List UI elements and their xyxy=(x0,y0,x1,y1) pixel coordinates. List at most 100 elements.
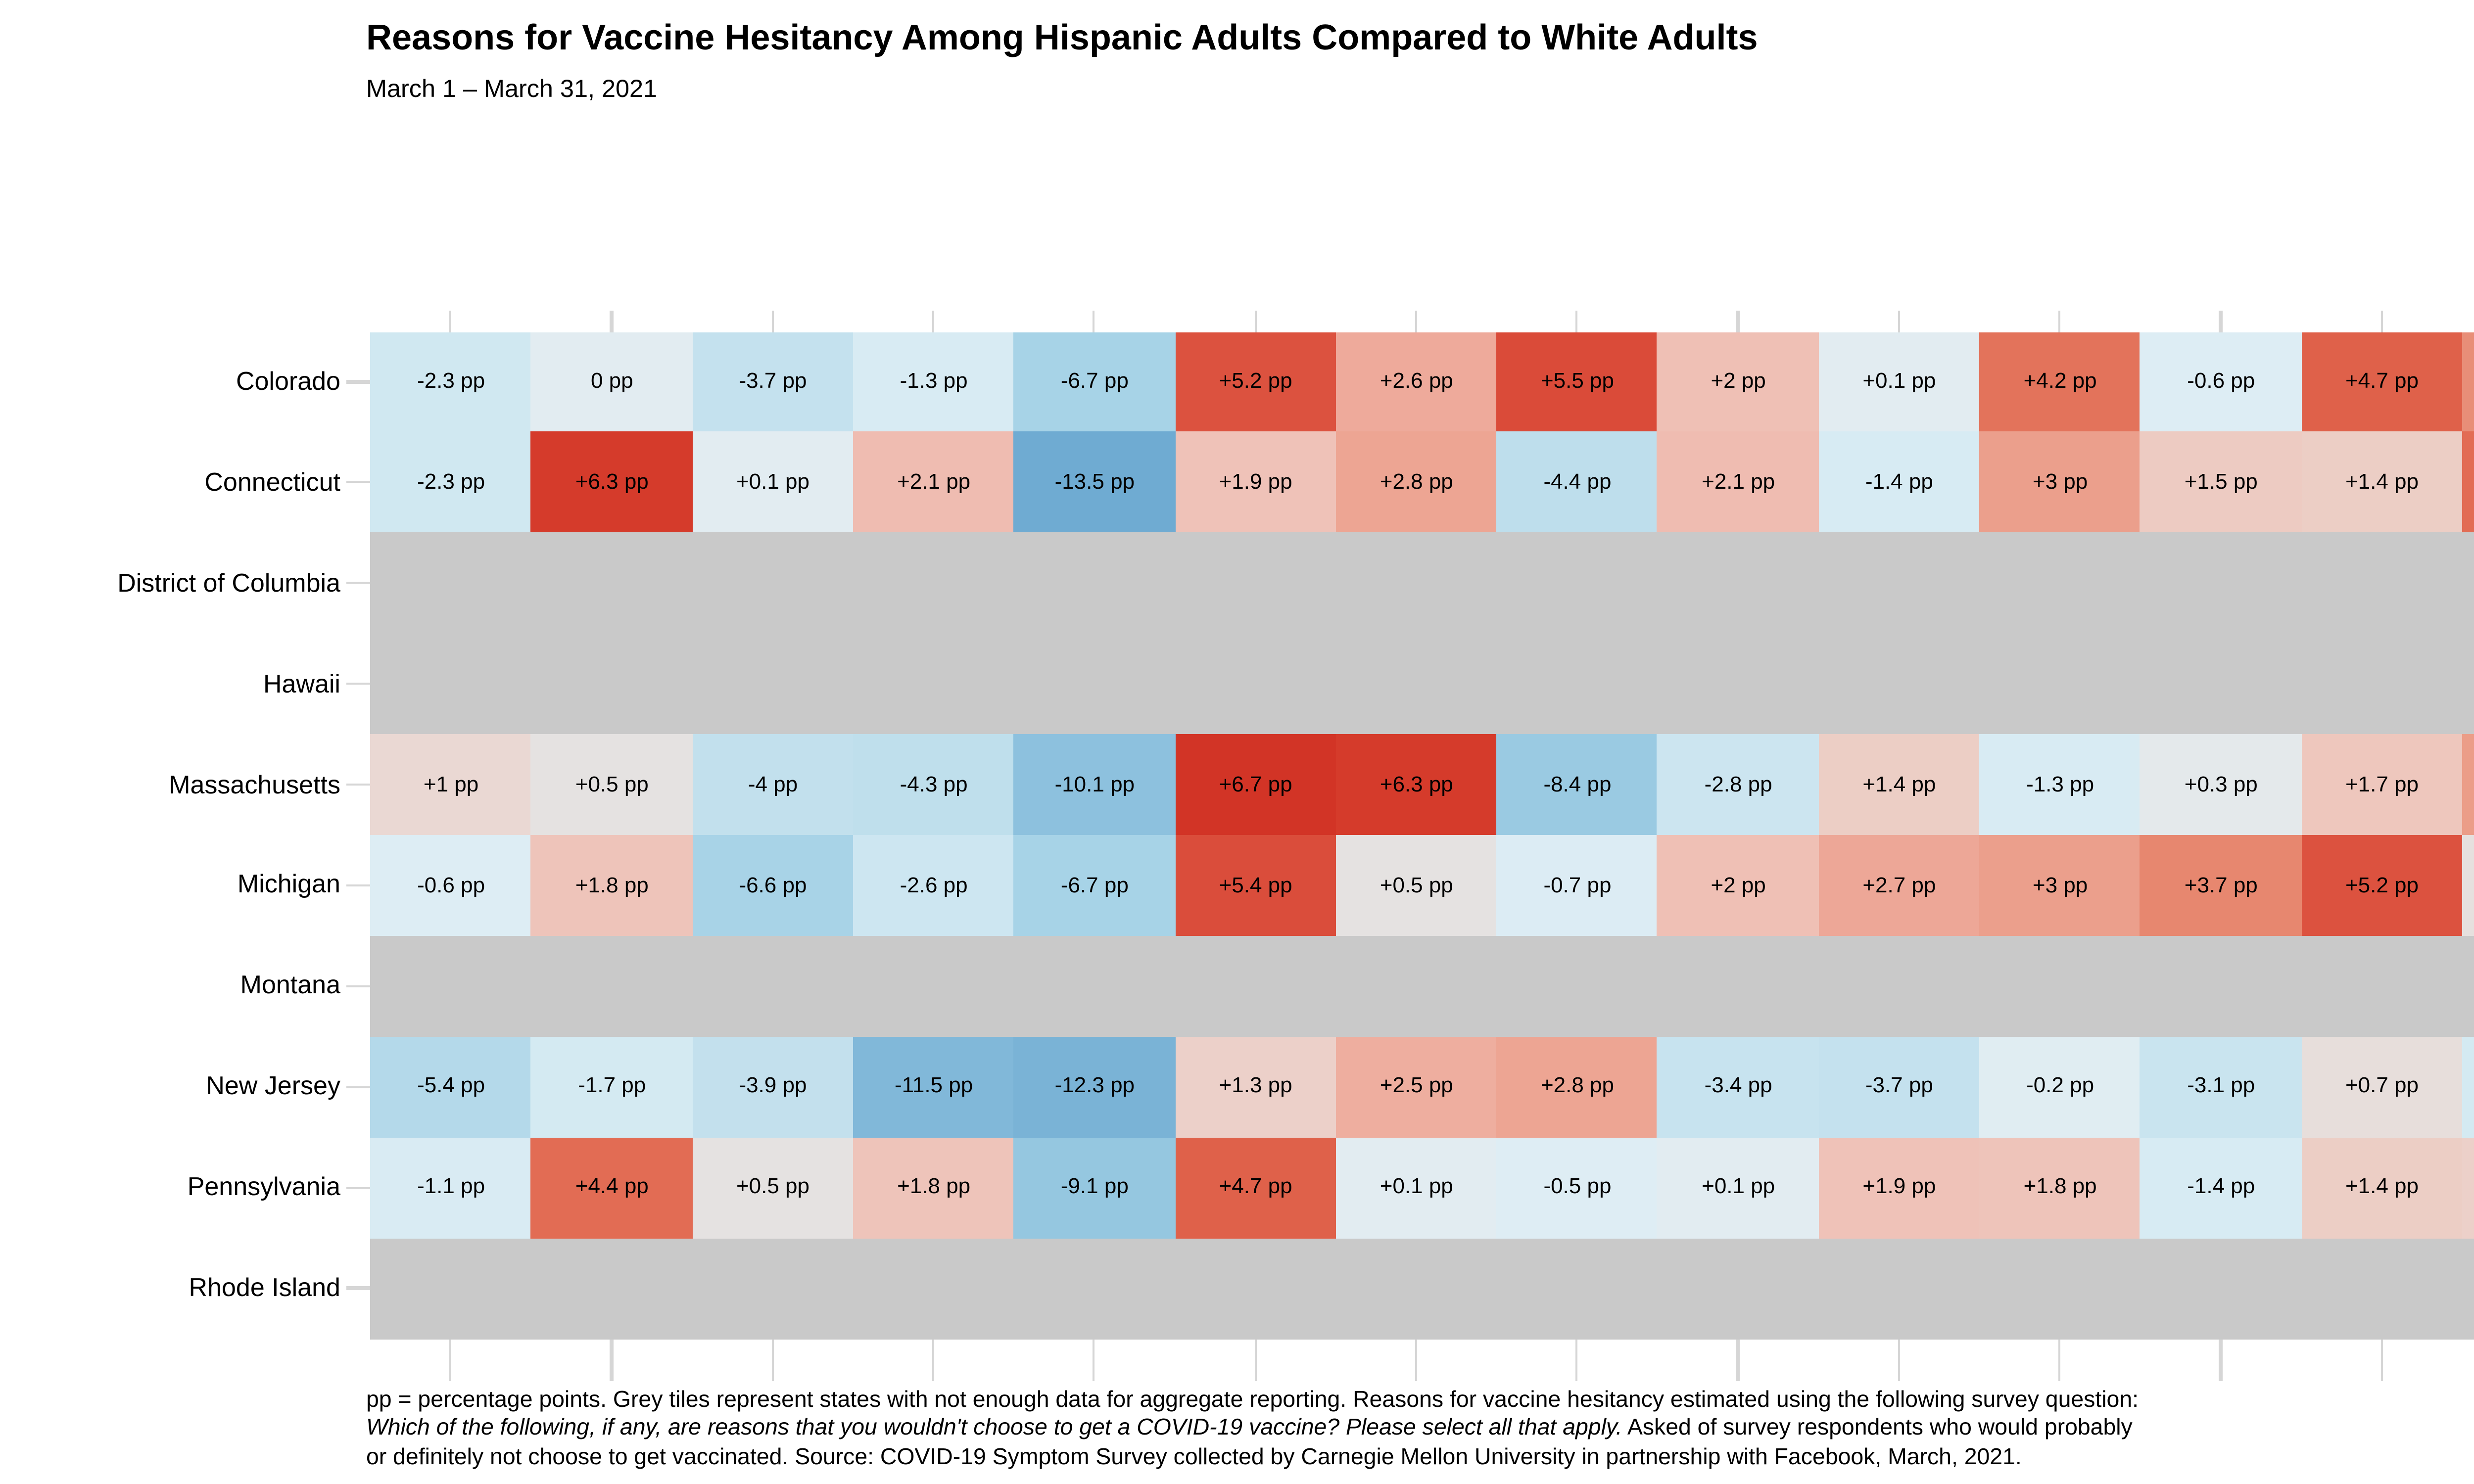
footnote-line3: or definitely not choose to get vaccinat… xyxy=(366,1444,2022,1470)
row-label: New Jersey xyxy=(206,1071,340,1101)
heatmap-cell: +0.1 pp xyxy=(1657,1137,1819,1239)
cell-value-label: +4.2 pp xyxy=(2023,370,2097,394)
cell-value-label: -3.7 pp xyxy=(1865,1075,1933,1099)
cell-value-label: +5.2 pp xyxy=(1219,370,1292,394)
cell-value-label: +0.5 pp xyxy=(1380,874,1453,898)
heatmap-cell: -1.7 pp xyxy=(2462,1036,2474,1138)
heatmap-cell: -13.5 pp xyxy=(1013,432,1176,534)
cell-value-label: +1.3 pp xyxy=(1219,1075,1292,1099)
cell-value-label: +0.1 pp xyxy=(1380,1176,1453,1200)
heatmap-cell: +1.4 pp xyxy=(2301,1137,2463,1239)
cell-value-label: +4.4 pp xyxy=(575,1176,649,1200)
cell-value-label: -4.4 pp xyxy=(1543,471,1612,495)
cell-value-label: -10.1 pp xyxy=(1054,773,1135,797)
heatmap-cell: -3.1 pp xyxy=(2140,1036,2302,1138)
cell-value-label: +0.1 pp xyxy=(736,471,809,495)
missing-data-row xyxy=(370,633,2474,736)
heatmap-cell: -1.7 pp xyxy=(531,1036,693,1138)
missing-data-row xyxy=(370,935,2474,1038)
heatmap-cell: +2.8 pp xyxy=(1335,432,1498,534)
heatmap-cell: +1.7 pp xyxy=(2301,734,2463,836)
cell-value-label: +1.4 pp xyxy=(2345,1176,2419,1200)
cell-value-label: +1.7 pp xyxy=(2345,773,2419,797)
heatmap-cell: -4.4 pp xyxy=(1496,432,1659,534)
heatmap-cell: +2.7 pp xyxy=(1818,835,1980,937)
heatmap-cell: -0.2 pp xyxy=(1979,1036,2141,1138)
cell-value-label: -6.7 pp xyxy=(1060,874,1129,898)
cell-value-label: -2.3 pp xyxy=(417,471,485,495)
cell-value-label: -1.4 pp xyxy=(1865,471,1933,495)
heatmap-cell: +6.7 pp xyxy=(1175,734,1337,836)
cell-value-label: +6.3 pp xyxy=(1380,773,1453,797)
cell-value-label: -1.3 pp xyxy=(2026,773,2094,797)
cell-value-label: -0.2 pp xyxy=(2026,1075,2094,1099)
cell-value-label: +1 pp xyxy=(423,773,479,797)
cell-value-label: +0.1 pp xyxy=(1862,370,1936,394)
cell-value-label: +1.4 pp xyxy=(2345,471,2419,495)
row-label: Rhode Island xyxy=(189,1272,341,1302)
heatmap-cell: +1.3 pp xyxy=(2462,1137,2474,1239)
heatmap-cell: +3.7 pp xyxy=(2140,835,2302,937)
heatmap-cell: -2.3 pp xyxy=(370,432,532,534)
cell-value-label: +1.4 pp xyxy=(1862,773,1936,797)
row-label: Hawaii xyxy=(263,668,340,698)
heatmap-cell: +1.9 pp xyxy=(1818,1137,1980,1239)
heatmap-cell: -12.3 pp xyxy=(1013,1036,1176,1138)
cell-value-label: -2.8 pp xyxy=(1704,773,1772,797)
footnote-line2-rest: Asked of survey respondents who would pr… xyxy=(1622,1415,2133,1441)
heatmap-cell: +3 pp xyxy=(1979,432,2141,534)
heatmap-cell: -5.4 pp xyxy=(370,1036,532,1138)
cell-value-label: +2.5 pp xyxy=(1380,1075,1453,1099)
cell-value-label: +4.7 pp xyxy=(1219,1176,1292,1200)
cell-value-label: -5.4 pp xyxy=(417,1075,485,1099)
cell-value-label: +2.8 pp xyxy=(1540,1075,1614,1099)
heatmap-cell: +1.4 pp xyxy=(2301,432,2463,534)
row-label: Montana xyxy=(240,970,340,1000)
heatmap-cell: -4.3 pp xyxy=(853,734,1015,836)
cell-value-label: +6.3 pp xyxy=(575,471,649,495)
cell-value-label: -3.7 pp xyxy=(739,370,807,394)
heatmap-cell: +4.7 pp xyxy=(2301,331,2463,433)
cell-value-label: +5.2 pp xyxy=(2345,874,2419,898)
heatmap-cell: -0.7 pp xyxy=(1496,835,1659,937)
heatmap-cell: +6.3 pp xyxy=(1335,734,1498,836)
cell-value-label: +1.8 pp xyxy=(575,874,649,898)
chart-subtitle: March 1 – March 31, 2021 xyxy=(366,75,658,103)
cell-value-label: +2.1 pp xyxy=(897,471,971,495)
cell-value-label: +2 pp xyxy=(1711,874,1766,898)
cell-value-label: +1.9 pp xyxy=(1219,471,1292,495)
heatmap-cell: +4.4 pp xyxy=(2462,432,2474,534)
heatmap-cell: +0.7 pp xyxy=(2301,1036,2463,1138)
cell-value-label: +3 pp xyxy=(2032,874,2088,898)
heatmap-cell: +1.8 pp xyxy=(1979,1137,2141,1239)
heatmap-cell: +5.5 pp xyxy=(1496,331,1659,433)
heatmap-cell: +6.3 pp xyxy=(531,432,693,534)
cell-value-label: +2.8 pp xyxy=(1380,471,1453,495)
heatmap-cell: +5.2 pp xyxy=(2301,835,2463,937)
cell-value-label: -1.7 pp xyxy=(578,1075,646,1099)
cell-value-label: -4 pp xyxy=(748,773,798,797)
cell-value-label: 0 pp xyxy=(590,370,633,394)
cell-value-label: +0.1 pp xyxy=(1702,1176,1775,1200)
footnote-line1: pp = percentage points. Grey tiles repre… xyxy=(366,1387,2139,1413)
heatmap-cell: -0.6 pp xyxy=(370,835,532,937)
heatmap-cell: -2.8 pp xyxy=(1657,734,1819,836)
row-label: Connecticut xyxy=(204,466,340,497)
heatmap-cell: +2.1 pp xyxy=(853,432,1015,534)
heatmap-cell: +1.5 pp xyxy=(2140,432,2302,534)
missing-data-row xyxy=(370,533,2474,635)
cell-value-label: -3.9 pp xyxy=(739,1075,807,1099)
row-label: Michigan xyxy=(237,869,340,899)
heatmap-cell: +1.8 pp xyxy=(853,1137,1015,1239)
heatmap-cell: -2.6 pp xyxy=(853,835,1015,937)
cell-value-label: -9.1 pp xyxy=(1060,1176,1129,1200)
cell-value-label: -1.4 pp xyxy=(2187,1176,2255,1200)
heatmap-cell: -1.1 pp xyxy=(370,1137,532,1239)
cell-value-label: +1.8 pp xyxy=(2023,1176,2097,1200)
heatmap-cell: +5.4 pp xyxy=(1175,835,1337,937)
heatmap-cell: +0.1 pp xyxy=(1818,331,1980,433)
cell-value-label: +0.5 pp xyxy=(575,773,649,797)
heatmap-cell: -4 pp xyxy=(692,734,854,836)
heatmap-cell: -0.6 pp xyxy=(2140,331,2302,433)
